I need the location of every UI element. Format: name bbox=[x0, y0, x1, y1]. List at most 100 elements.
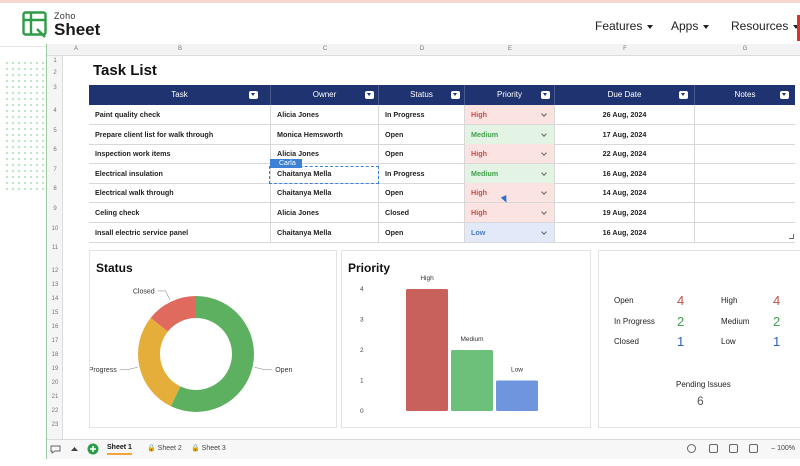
sheet-title[interactable]: Task List bbox=[93, 62, 157, 79]
view-icon[interactable] bbox=[709, 444, 718, 453]
cell-notes[interactable] bbox=[695, 223, 795, 242]
cell-notes[interactable] bbox=[695, 183, 795, 202]
cell-status[interactable]: Closed bbox=[379, 203, 465, 222]
cell-priority[interactable]: High bbox=[465, 144, 555, 164]
row-header[interactable]: 16 bbox=[51, 324, 59, 330]
cell-task[interactable]: Insall electric service panel bbox=[89, 222, 271, 242]
column-header-d[interactable]: D bbox=[419, 46, 425, 52]
chat-icon[interactable] bbox=[50, 444, 61, 455]
row-header[interactable]: 13 bbox=[51, 282, 59, 288]
cell-priority[interactable]: Medium bbox=[465, 124, 555, 144]
row-header[interactable]: 10 bbox=[51, 226, 59, 232]
row-header[interactable]: 7 bbox=[53, 167, 57, 173]
chevron-down-icon[interactable] bbox=[541, 169, 547, 176]
zoho-sheet-logo[interactable]: Zoho Sheet bbox=[22, 11, 100, 39]
cell-status[interactable]: Open bbox=[379, 144, 465, 164]
row-header[interactable]: 1 bbox=[53, 58, 57, 64]
row-header[interactable]: 11 bbox=[51, 245, 59, 251]
header-owner[interactable]: Owner bbox=[271, 85, 379, 105]
chevron-down-icon[interactable] bbox=[541, 189, 547, 196]
cell-status[interactable]: Open bbox=[379, 124, 465, 144]
chevron-down-icon[interactable] bbox=[541, 150, 547, 157]
cell-priority[interactable]: Medium bbox=[465, 163, 555, 183]
column-header-b[interactable]: B bbox=[177, 46, 182, 52]
cell-notes[interactable] bbox=[695, 203, 795, 222]
cell-task[interactable]: Electrical walk through bbox=[89, 183, 271, 203]
grid-icon[interactable] bbox=[729, 444, 738, 453]
row-header[interactable]: 6 bbox=[53, 147, 57, 153]
row-header[interactable]: 22 bbox=[51, 408, 59, 414]
cell-notes[interactable] bbox=[695, 105, 795, 124]
donut-slice-in-progress[interactable] bbox=[138, 317, 181, 407]
column-header-g[interactable]: G bbox=[742, 46, 748, 52]
filter-dropdown-icon[interactable] bbox=[541, 91, 550, 99]
cell-owner[interactable]: Alicia Jones bbox=[271, 203, 379, 222]
share-icon[interactable] bbox=[687, 444, 696, 453]
chevron-down-icon[interactable] bbox=[541, 209, 547, 215]
cell-due[interactable]: 26 Aug, 2024 bbox=[555, 105, 695, 124]
cell-priority[interactable]: Low bbox=[465, 222, 555, 242]
column-header-a[interactable]: A bbox=[73, 46, 78, 52]
cell-owner[interactable]: Alicia Jones bbox=[271, 105, 379, 124]
header-notes[interactable]: Notes bbox=[695, 85, 795, 105]
row-header[interactable]: 15 bbox=[51, 310, 59, 316]
nav-resources[interactable]: Resources bbox=[731, 19, 800, 33]
cell-owner[interactable]: Chaitanya Mella bbox=[271, 183, 379, 203]
spreadsheet[interactable]: A B C D E F G 1 2 3 4 5 6 7 8 9 10 11 12 13 14 15 16 17 1… bbox=[46, 44, 800, 459]
cell-task[interactable]: Celing check bbox=[89, 203, 271, 222]
chevron-down-icon[interactable] bbox=[541, 130, 547, 137]
filter-dropdown-icon[interactable] bbox=[780, 91, 789, 99]
cell-task[interactable]: Inspection work items bbox=[89, 144, 271, 164]
row-header[interactable]: 9 bbox=[53, 206, 57, 212]
donut-slice-open[interactable] bbox=[170, 296, 254, 412]
row-header[interactable]: 4 bbox=[53, 108, 57, 114]
cell-status[interactable]: In Progress bbox=[379, 105, 465, 124]
cell-notes[interactable] bbox=[695, 125, 795, 144]
row-header[interactable]: 17 bbox=[51, 338, 59, 344]
caret-up-icon[interactable] bbox=[70, 445, 79, 454]
chevron-down-icon[interactable] bbox=[541, 111, 547, 117]
bar-medium[interactable] bbox=[451, 350, 493, 411]
cell-task[interactable]: Prepare client list for walk through bbox=[89, 124, 271, 144]
cell-task[interactable]: Paint quality check bbox=[89, 105, 271, 124]
cell-due[interactable]: 14 Aug, 2024 bbox=[555, 183, 695, 203]
chevron-down-icon[interactable] bbox=[541, 228, 547, 235]
table-resize-handle[interactable] bbox=[789, 234, 794, 239]
bar-low[interactable] bbox=[496, 380, 538, 412]
cell-owner[interactable]: Chaitanya Mella bbox=[271, 222, 379, 242]
cell-due[interactable]: 22 Aug, 2024 bbox=[555, 144, 695, 164]
bar-high[interactable] bbox=[406, 289, 448, 411]
cell-owner[interactable]: Alicia Jones bbox=[271, 144, 379, 164]
cell-task[interactable]: Electrical insulation bbox=[89, 163, 271, 183]
cell-status[interactable]: In Progress bbox=[379, 163, 465, 183]
row-header[interactable]: 3 bbox=[53, 85, 57, 91]
donut-slice-closed[interactable] bbox=[150, 296, 196, 332]
add-sheet-icon[interactable] bbox=[87, 443, 99, 455]
tab-sheet-2[interactable]: 🔒 Sheet 2 bbox=[147, 445, 182, 452]
row-header[interactable]: 14 bbox=[51, 296, 59, 302]
priority-chart-card[interactable]: Priority 0 1 2 3 4 High Medium Low bbox=[341, 250, 591, 428]
nav-features[interactable]: Features bbox=[595, 19, 654, 33]
header-due-date[interactable]: Due Date bbox=[555, 85, 695, 105]
cell-priority[interactable]: High bbox=[465, 105, 555, 124]
cell-notes[interactable] bbox=[695, 144, 795, 163]
header-priority[interactable]: Priority bbox=[465, 85, 555, 105]
filter-dropdown-icon[interactable] bbox=[451, 91, 460, 99]
header-status[interactable]: Status bbox=[379, 85, 465, 105]
filter-dropdown-icon[interactable] bbox=[249, 91, 258, 99]
tab-sheet-3[interactable]: 🔒 Sheet 3 bbox=[191, 445, 226, 452]
cell-priority[interactable]: High bbox=[465, 203, 555, 222]
header-task[interactable]: Task bbox=[89, 85, 271, 105]
cell-priority[interactable]: High bbox=[465, 183, 555, 203]
summary-card[interactable]: Open 4 In Progress 2 Closed 1 High 4 Med… bbox=[598, 250, 800, 428]
filter-dropdown-icon[interactable] bbox=[679, 91, 688, 99]
status-chart-card[interactable]: Status Open In Progress Closed bbox=[89, 250, 337, 428]
cell-due[interactable]: 16 Aug, 2024 bbox=[555, 163, 695, 183]
row-header[interactable]: 12 bbox=[51, 268, 59, 274]
tab-sheet-1[interactable]: Sheet 1 bbox=[107, 444, 132, 455]
row-header[interactable]: 8 bbox=[53, 186, 57, 192]
row-header[interactable]: 23 bbox=[51, 422, 59, 428]
fullscreen-icon[interactable] bbox=[749, 444, 758, 453]
cell-status[interactable]: Open bbox=[379, 183, 465, 203]
row-header[interactable]: 5 bbox=[53, 128, 57, 134]
